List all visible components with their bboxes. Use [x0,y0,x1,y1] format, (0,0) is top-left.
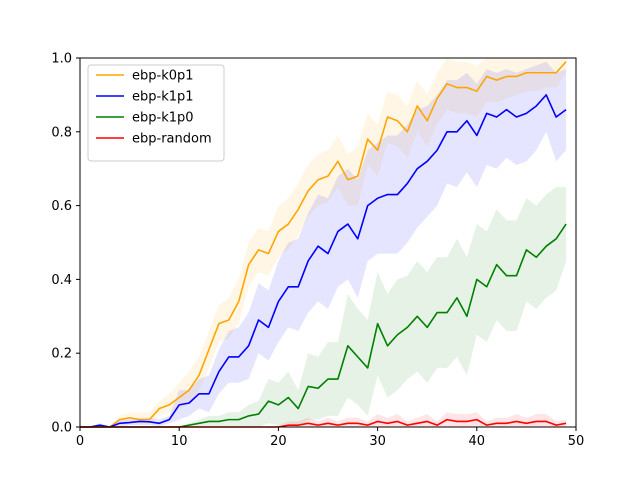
x-axis: 0 10 20 30 40 50 [76,427,584,449]
legend-label-ebp-k0p1: ebp-k0p1 [132,69,194,84]
legend: ebp-k0p1 ebp-k1p1 ebp-k1p0 ebp-random [87,64,225,162]
legend-label-ebp-k1p1: ebp-k1p1 [132,90,194,105]
series-line-ebp-k1p1 [80,94,567,428]
legend-label-ebp-k1p0: ebp-k1p0 [132,111,194,126]
x-tick-label: 20 [270,434,287,449]
band-ebp-k1p0 [80,187,567,427]
x-tick-label: 10 [171,434,188,449]
plot-area-frame [79,57,577,428]
y-tick-label: 0.6 [51,199,72,214]
series-line-ebp-k0p1 [80,61,567,428]
y-tick-label: 1.0 [51,52,72,67]
legend-label-ebp-random: ebp-random [132,132,212,147]
y-tick-label: 0.4 [51,273,72,288]
band-ebp-k1p1 [80,61,567,427]
y-tick-label: 0.2 [51,347,72,362]
y-tick-label: 0.0 [51,421,72,436]
y-axis: 0.0 0.2 0.4 0.6 0.8 1.0 [51,52,80,436]
confidence-bands [80,58,567,427]
x-tick-label: 40 [469,434,486,449]
x-tick-label: 30 [369,434,386,449]
band-ebp-random [80,412,567,427]
x-tick-label: 0 [76,434,84,449]
y-tick-label: 0.8 [51,125,72,140]
x-tick-label: 50 [568,434,585,449]
legend-box [87,64,225,162]
